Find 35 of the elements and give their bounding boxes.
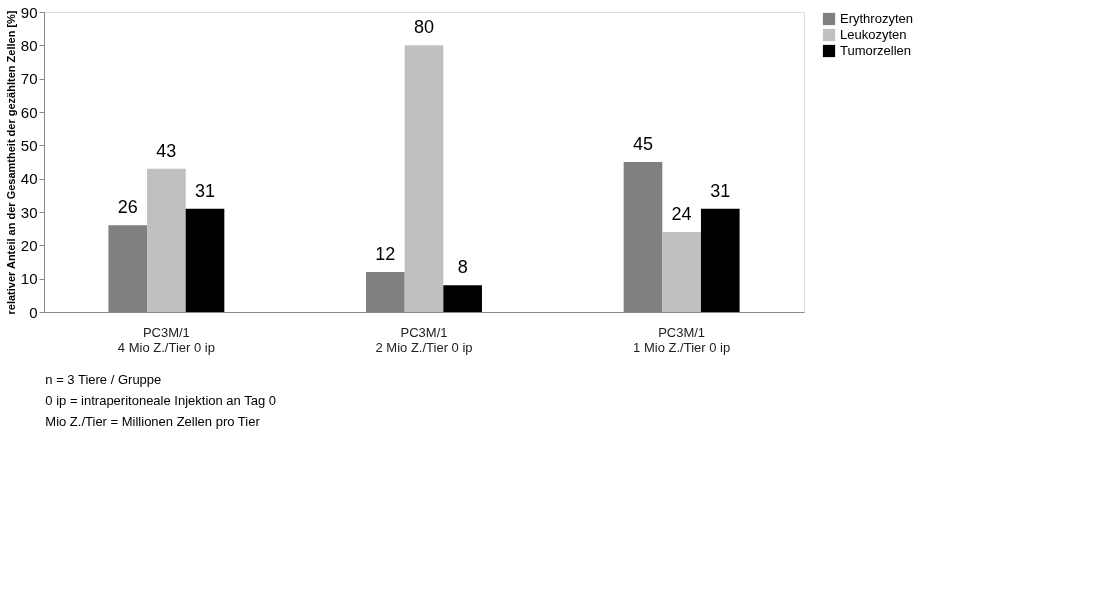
data-label: 24	[671, 204, 692, 224]
bar	[404, 45, 444, 312]
data-label: 45	[632, 134, 653, 154]
bar	[185, 208, 225, 312]
data-label: 43	[156, 140, 177, 161]
text: n = 3 Tiere / Gruppe	[45, 372, 162, 387]
data-label: 26	[117, 197, 138, 218]
y-tick-label: 40	[20, 170, 38, 188]
y-tick-label: 0	[29, 303, 38, 321]
y-tick-label: 60	[20, 103, 38, 121]
y-tick-label: 50	[20, 136, 38, 154]
y-tick-label: 80	[20, 36, 38, 54]
data-label: 12	[375, 244, 396, 264]
x-tick-label: PC3M/1 1 Mio Z./Tier 0 ip	[633, 324, 731, 355]
legend-label: Tumorzellen	[840, 43, 912, 58]
y-axis-title: relativer Anteil an der Gesamtheit der gezählten Zellen [%]	[4, 10, 17, 315]
bar	[700, 208, 740, 312]
text: Mio Z./Tier = Millionen Zellen pro Tier	[45, 414, 261, 429]
data-label: 80	[413, 17, 435, 38]
y-tick-label: 10	[20, 270, 38, 288]
legend-label: Leukozyten	[840, 27, 907, 42]
x-tick-label: PC3M/1 4 Mio Z./Tier 0 ip	[117, 324, 215, 355]
text: 0 ip = intraperitoneale Injektion an Tag 0	[45, 393, 276, 408]
y-tick-label: 30	[20, 203, 38, 221]
data-label: 8	[457, 257, 468, 278]
y-tick-label: 20	[20, 236, 38, 254]
legend-label: Erythrozyten	[840, 11, 913, 26]
bar	[443, 285, 482, 312]
x-tick-label: PC3M/1 2 Mio Z./Tier 0 ip	[375, 324, 473, 355]
data-label: 31	[710, 180, 731, 201]
data-label: 31	[195, 180, 216, 201]
y-tick-label: 70	[20, 70, 38, 88]
y-tick-label: 90	[20, 3, 38, 21]
bar	[147, 168, 186, 312]
bar	[662, 232, 701, 312]
